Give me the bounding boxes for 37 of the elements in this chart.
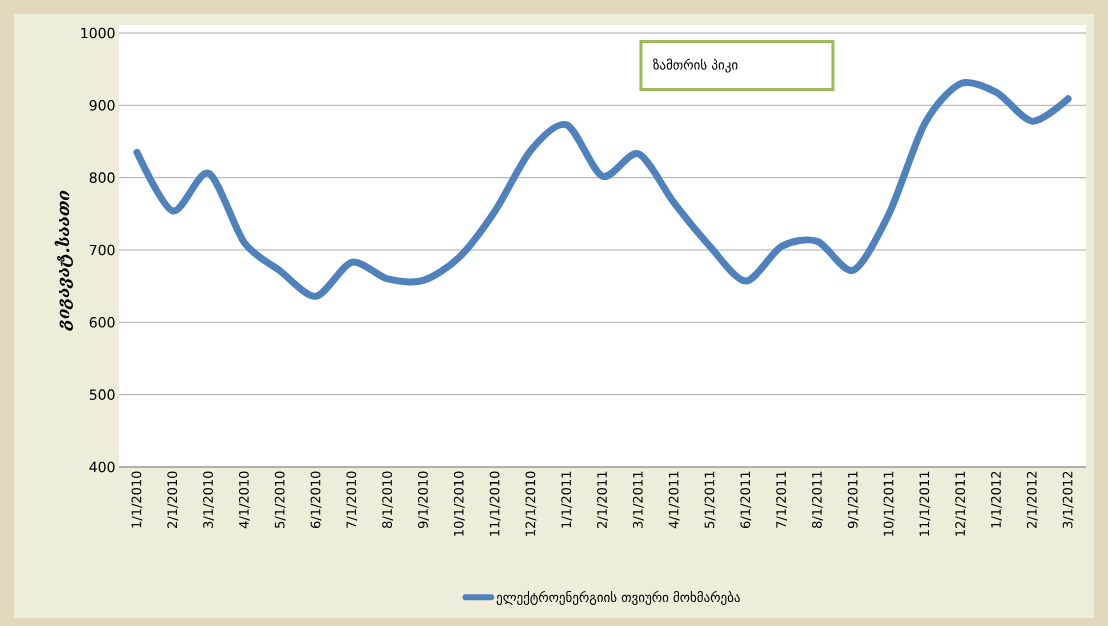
x-tick-label: 7/1/2010 bbox=[346, 471, 358, 528]
y-axis-title: გიგავატ.საათი bbox=[54, 190, 73, 331]
y-tick-label: 1000 bbox=[81, 27, 115, 39]
x-tick-label: 3/1/2010 bbox=[203, 471, 214, 528]
x-tick-label: 5/1/2010 bbox=[274, 471, 286, 528]
x-tick-label: 4/1/2010 bbox=[238, 471, 250, 529]
x-tick-label: 9/1/2011 bbox=[847, 471, 859, 529]
x-tick-label: 1/1/2012 bbox=[991, 471, 1002, 528]
x-tick-label: 9/1/2010 bbox=[418, 471, 429, 529]
y-tick-label: 500 bbox=[89, 389, 115, 400]
x-tick-label: 10/1/2010 bbox=[453, 471, 465, 536]
x-tick-label: 12/1/2011 bbox=[955, 471, 967, 536]
x-tick-label: 6/1/2010 bbox=[310, 471, 322, 528]
x-tick-label: 1/1/2011 bbox=[561, 471, 573, 528]
x-tick-label: 7/1/2011 bbox=[776, 471, 787, 528]
y-tick-label: 800 bbox=[89, 172, 115, 183]
y-tick-label: 600 bbox=[89, 317, 115, 328]
legend-label: ელექტროენერგიის თვიური მოხმარება bbox=[496, 591, 740, 605]
x-tick-label: 3/1/2011 bbox=[632, 471, 644, 528]
x-tick-label: 12/1/2010 bbox=[525, 471, 537, 536]
annotation: ზამთრის პიკი bbox=[653, 58, 738, 73]
x-tick-label: 8/1/2010 bbox=[382, 471, 394, 529]
x-tick-label: 2/1/2010 bbox=[167, 471, 179, 528]
x-tick-label: 4/1/2011 bbox=[668, 471, 680, 529]
x-tick-label: 5/1/2011 bbox=[704, 471, 716, 528]
x-tick-label: 2/1/2011 bbox=[597, 471, 608, 528]
x-tick-label: 8/1/2011 bbox=[811, 471, 823, 529]
y-tick-label: 900 bbox=[89, 100, 115, 111]
x-tick-label: 11/1/2011 bbox=[919, 471, 931, 536]
x-tick-label: 6/1/2011 bbox=[740, 471, 752, 528]
x-tick-label: 3/1/2012 bbox=[1062, 471, 1074, 528]
y-tick-label: 700 bbox=[89, 244, 115, 256]
x-tick-label: 1/1/2010 bbox=[131, 471, 143, 528]
x-tick-label: 10/1/2011 bbox=[883, 471, 895, 536]
y-tick-label: 400 bbox=[89, 461, 115, 473]
x-tick-label: 2/1/2012 bbox=[1026, 471, 1038, 528]
x-tick-label: 11/1/2010 bbox=[489, 471, 501, 536]
